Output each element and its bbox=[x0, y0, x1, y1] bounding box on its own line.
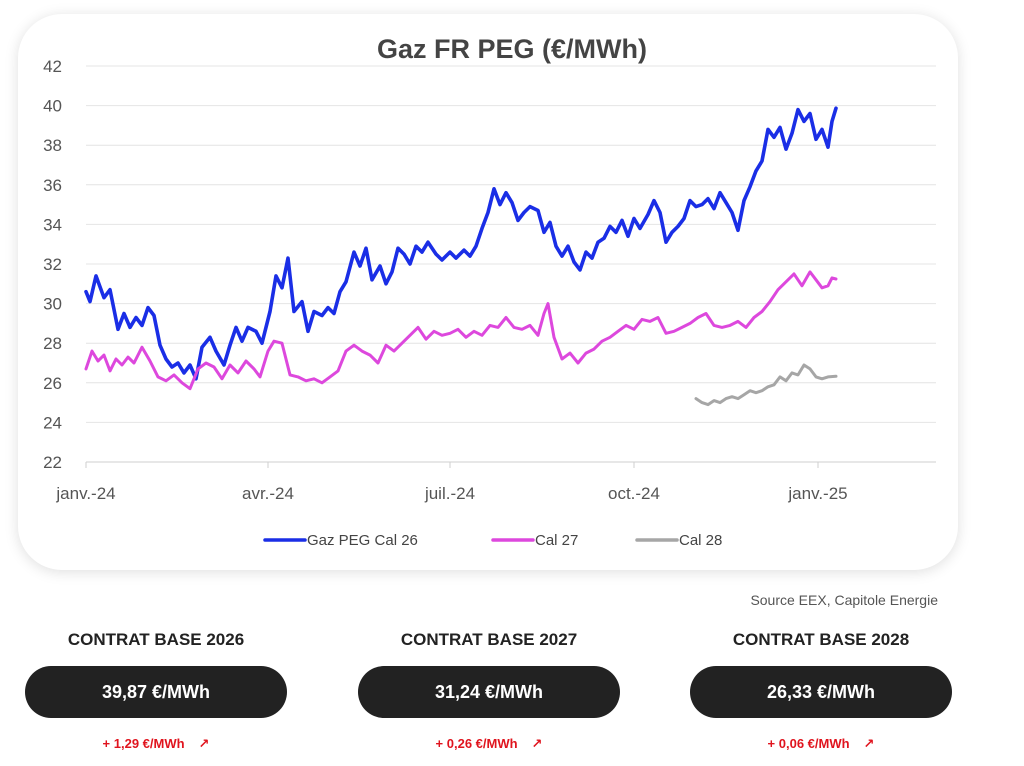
y-tick-label: 22 bbox=[43, 453, 62, 472]
arrow-up-right-icon: ↗ bbox=[863, 736, 875, 751]
contract-title: CONTRAT BASE 2026 bbox=[67, 630, 245, 649]
arrow-up-right-icon: ↗ bbox=[531, 736, 543, 751]
y-tick-label: 42 bbox=[43, 57, 62, 76]
contract-2026: CONTRAT BASE 2026 39,87 €/MWh + 1,29 €/M… bbox=[25, 630, 287, 752]
y-tick-label: 32 bbox=[43, 255, 62, 274]
legend-label: Cal 27 bbox=[535, 532, 578, 549]
y-tick-label: 36 bbox=[43, 176, 62, 195]
change-value: + 0,06 €/MWh bbox=[767, 736, 850, 751]
line-chart: Gaz FR PEG (€/MWh) 22 24 26 28 30 32 34 36 38 40 4… bbox=[43, 34, 936, 549]
y-tick-label: 38 bbox=[43, 136, 62, 155]
source-note: Source EEX, Capitole Energie bbox=[750, 592, 938, 608]
x-tick-label: janv.-25 bbox=[787, 484, 847, 503]
price-pill: 39,87 €/MWh bbox=[25, 666, 287, 718]
price-pill: 31,24 €/MWh bbox=[358, 666, 620, 718]
contract-2027: CONTRAT BASE 2027 31,24 €/MWh + 0,26 €/M… bbox=[358, 630, 620, 752]
change-value: + 1,29 €/MWh bbox=[102, 736, 185, 751]
contract-2028: CONTRAT BASE 2028 26,33 €/MWh + 0,06 €/M… bbox=[690, 630, 952, 752]
series-line-2 bbox=[84, 270, 838, 391]
series-line-3 bbox=[694, 363, 838, 407]
change-value: + 0,26 €/MWh bbox=[435, 736, 518, 751]
price-pill: 26,33 €/MWh bbox=[690, 666, 952, 718]
y-tick-label: 40 bbox=[43, 97, 62, 116]
contract-title: CONTRAT BASE 2028 bbox=[732, 630, 910, 649]
price-change: + 1,29 €/MWh ↗ bbox=[25, 736, 287, 752]
arrow-up-right-icon: ↗ bbox=[198, 736, 210, 751]
legend-label: Gaz PEG Cal 26 bbox=[307, 532, 418, 549]
x-axis-ticks: janv.-24 avr.-24 juil.-24 oct.-24 janv.-25 bbox=[55, 462, 848, 503]
chart-card bbox=[18, 14, 958, 570]
y-tick-label: 28 bbox=[43, 334, 62, 353]
x-tick-label: juil.-24 bbox=[424, 484, 475, 503]
contract-title: CONTRAT BASE 2027 bbox=[400, 630, 578, 649]
y-tick-label: 30 bbox=[43, 295, 62, 314]
chart-title: Gaz FR PEG (€/MWh) bbox=[377, 34, 647, 64]
x-tick-label: oct.-24 bbox=[608, 484, 660, 503]
y-tick-label: 34 bbox=[43, 215, 62, 234]
y-axis-ticks: 22 24 26 28 30 32 34 36 38 40 42 bbox=[43, 57, 62, 472]
x-tick-label: janv.-24 bbox=[55, 484, 115, 503]
series-lines bbox=[84, 106, 838, 407]
legend: Gaz PEG Cal 26 Cal 27 Cal 28 bbox=[263, 532, 722, 549]
y-tick-label: 26 bbox=[43, 374, 62, 393]
legend-label: Cal 28 bbox=[679, 532, 722, 549]
x-tick-label: avr.-24 bbox=[242, 484, 294, 503]
series-line-1 bbox=[84, 106, 838, 381]
grid-lines bbox=[86, 65, 936, 463]
y-tick-label: 24 bbox=[43, 413, 62, 432]
price-change: + 0,26 €/MWh ↗ bbox=[358, 736, 620, 752]
price-change: + 0,06 €/MWh ↗ bbox=[690, 736, 952, 752]
